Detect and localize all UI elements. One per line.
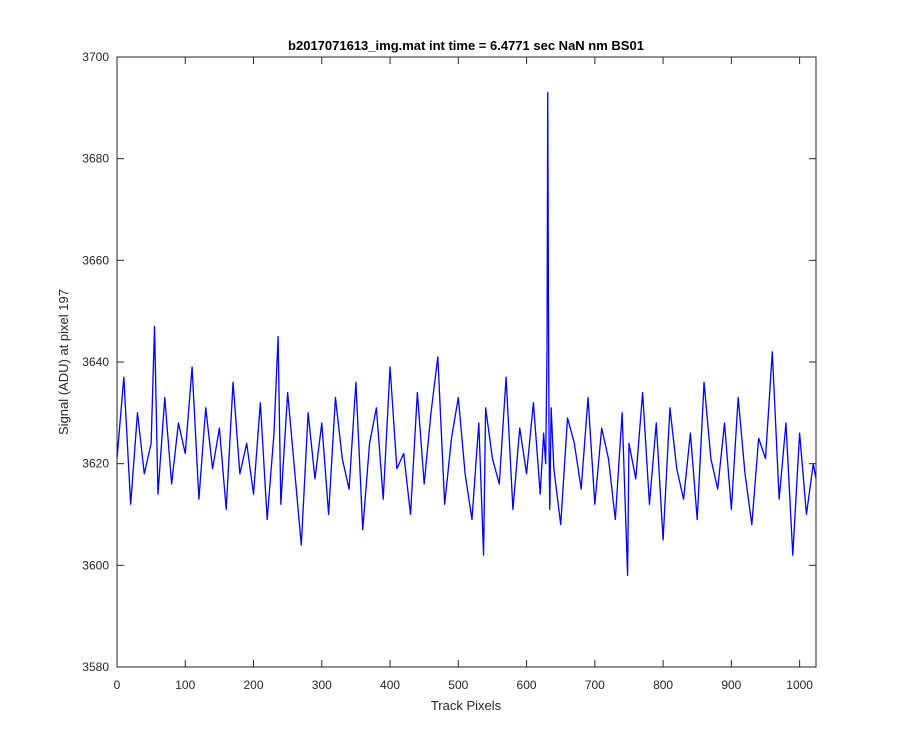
y-tick-label: 3680 — [82, 152, 109, 166]
series-layer — [116, 91, 817, 577]
y-tick-label: 3700 — [82, 50, 109, 64]
x-tick-label: 600 — [517, 678, 537, 692]
y-tick-label: 3640 — [82, 355, 109, 369]
series-line-1 — [116, 91, 817, 577]
x-tick-label: 900 — [721, 678, 741, 692]
x-tick-label: 100 — [175, 678, 195, 692]
y-tick-label: 3620 — [82, 457, 109, 471]
x-tick-label: 1000 — [786, 678, 813, 692]
plot-area — [117, 57, 816, 667]
y-tick-label: 3600 — [82, 558, 109, 572]
y-tick-label: 3580 — [82, 660, 109, 674]
x-tick-label: 0 — [114, 678, 121, 692]
y-axis-label: Signal (ADU) at pixel 197 — [56, 289, 71, 435]
x-tick-label: 500 — [448, 678, 468, 692]
x-tick-label: 700 — [585, 678, 605, 692]
chart-title: b2017071613_img.mat int time = 6.4771 se… — [288, 38, 644, 53]
x-tick-label: 200 — [244, 678, 264, 692]
x-tick-label: 800 — [653, 678, 673, 692]
x-tick-label: 400 — [380, 678, 400, 692]
y-tick-label: 3660 — [82, 253, 109, 267]
ticks-layer: 0 100 200 300 400 500 600 700 800 900 1000 3580 3600… — [82, 50, 816, 692]
x-axis-label: Track Pixels — [431, 698, 502, 713]
x-tick-label: 300 — [312, 678, 332, 692]
